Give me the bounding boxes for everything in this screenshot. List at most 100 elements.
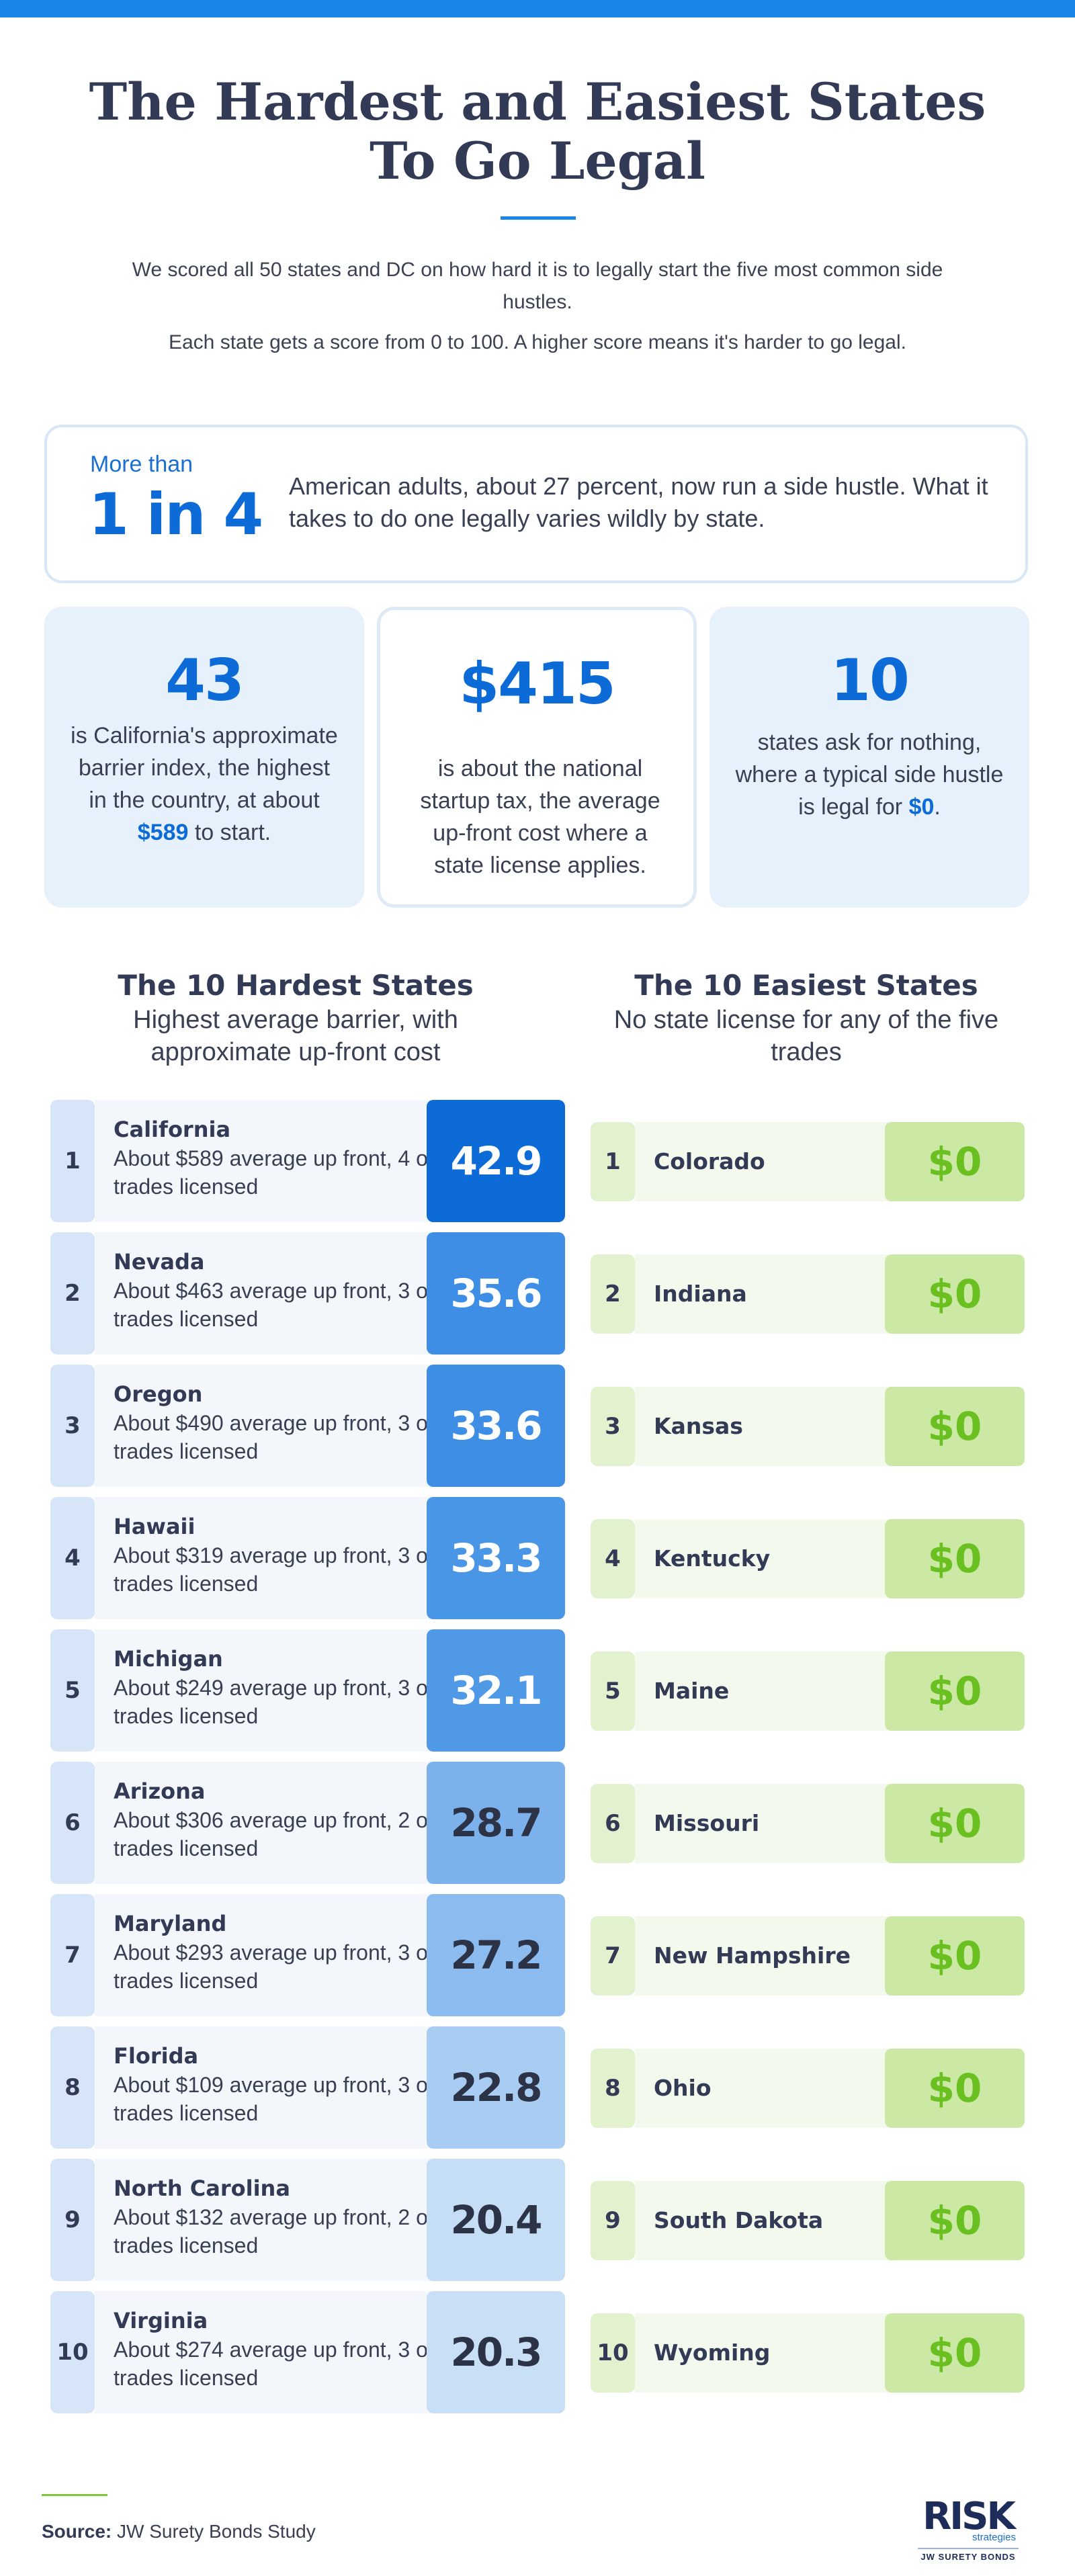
state-cost-description: About $132 average up front, 2 of 5 trad…	[114, 2205, 452, 2258]
state-info: Florida About $109 average up front, 3 of…	[95, 2026, 475, 2149]
source-note: Source: JW Surety Bonds Study	[42, 2521, 316, 2542]
card-text: is California's approximate barrier inde…	[70, 720, 339, 849]
rank-number: 2	[591, 1254, 635, 1334]
rank-number: 3	[591, 1387, 635, 1466]
rank-number: 6	[591, 1784, 635, 1863]
intro-text-1: We scored all 50 states and DC on how ha…	[132, 259, 943, 313]
state-info: Michigan About $249 average up front, 3 o…	[95, 1629, 475, 1752]
startup-cost: $0	[885, 1387, 1025, 1466]
rank-number: 4	[591, 1519, 635, 1598]
hardest-state-row: 8 Florida About $109 average up front, 3 o…	[50, 2026, 565, 2149]
easiest-state-row: 1 Colorado $0	[591, 1122, 1025, 1201]
state-name: California	[114, 1117, 231, 1142]
state-info: Maryland About $293 average up front, 3 o…	[95, 1894, 475, 2016]
state-name: Kansas	[654, 1413, 743, 1439]
title-divider	[501, 216, 576, 220]
state-info: Hawaii About $319 average up front, 3 of …	[95, 1497, 475, 1619]
state-name: Arizona	[114, 1778, 206, 1804]
rank-number: 5	[50, 1629, 95, 1752]
rank-number: 5	[591, 1651, 635, 1731]
easiest-state-row: 9 South Dakota $0	[591, 2181, 1025, 2260]
intro-text-2: Each state gets a score from 0 to 100. A…	[168, 331, 906, 353]
card-text-part: to start.	[188, 820, 271, 845]
state-name: Wyoming	[654, 2339, 771, 2366]
title-line-1: The Hardest and Easiest States	[89, 72, 986, 132]
state-cost-description: About $463 average up front, 3 of 5 trad…	[114, 1279, 452, 1331]
hardest-state-row: 2 Nevada About $463 average up front, 3 of…	[50, 1232, 565, 1355]
hardest-state-row: 1 California About $589 average up front, …	[50, 1100, 565, 1222]
page-title: The Hardest and Easiest States To Go Leg…	[0, 73, 1075, 191]
card-highlight: $0	[908, 794, 935, 820]
startup-cost: $0	[885, 2313, 1025, 2393]
easiest-state-row: 7 New Hampshire $0	[591, 1916, 1025, 1995]
startup-cost: $0	[885, 1916, 1025, 1995]
top-accent-bar	[0, 0, 1075, 17]
title-line-2: To Go Legal	[369, 131, 706, 191]
state-info: California About $589 average up front, 4…	[95, 1100, 475, 1222]
state-info: Nevada About $463 average up front, 3 of …	[95, 1232, 475, 1355]
card-number: 43	[165, 647, 245, 714]
rank-number: 8	[50, 2026, 95, 2149]
stat-card-free-states: 10 states ask for nothing, where a typic…	[710, 607, 1029, 908]
hardest-state-row: 4 Hawaii About $319 average up front, 3 of…	[50, 1497, 565, 1619]
state-name: Florida	[114, 2043, 199, 2069]
startup-cost: $0	[885, 1254, 1025, 1334]
hardest-states-header: The 10 Hardest States Highest average ba…	[81, 968, 511, 1068]
rank-number: 9	[50, 2159, 95, 2281]
state-name: Hawaii	[114, 1514, 196, 1539]
barrier-score: 35.6	[427, 1232, 565, 1355]
rank-number: 10	[591, 2313, 635, 2393]
state-name: Maine	[654, 1678, 730, 1704]
barrier-score: 22.8	[427, 2026, 565, 2149]
footer-divider	[42, 2494, 108, 2496]
easiest-state-row: 6 Missouri $0	[591, 1784, 1025, 1863]
hardest-heading: The 10 Hardest States	[118, 969, 474, 1002]
state-cost-description: About $589 average up front, 4 of 5 trad…	[114, 1146, 452, 1199]
barrier-score: 20.4	[427, 2159, 565, 2281]
logo-tagline: JW SURETY BONDS	[920, 2552, 1016, 2562]
hardest-state-row: 3 Oregon About $490 average up front, 3 of…	[50, 1365, 565, 1487]
stat-description: American adults, about 27 percent, now r…	[289, 472, 988, 532]
easiest-state-row: 4 Kentucky $0	[591, 1519, 1025, 1598]
barrier-score: 28.7	[427, 1762, 565, 1884]
rank-number: 6	[50, 1762, 95, 1884]
rank-number: 1	[591, 1122, 635, 1201]
card-number: 10	[830, 647, 910, 714]
startup-cost: $0	[885, 1784, 1025, 1863]
hardest-state-row: 6 Arizona About $306 average up front, 2 o…	[50, 1762, 565, 1884]
hardest-state-row: 9 North Carolina About $132 average up fro…	[50, 2159, 565, 2281]
barrier-score: 33.6	[427, 1365, 565, 1487]
easiest-subheading: No state license for any of the five tra…	[613, 1006, 999, 1066]
easiest-state-row: 5 Maine $0	[591, 1651, 1025, 1731]
rank-number: 9	[591, 2181, 635, 2260]
state-name: Ohio	[654, 2075, 712, 2101]
startup-cost: $0	[885, 1122, 1025, 1201]
rank-number: 7	[50, 1894, 95, 2016]
easiest-state-row: 10 Wyoming $0	[591, 2313, 1025, 2393]
state-cost-description: About $490 average up front, 3 of 5 trad…	[114, 1411, 452, 1463]
card-text: states ask for nothing, where a typical …	[735, 726, 1004, 823]
rank-number: 7	[591, 1916, 635, 1995]
state-info: Arizona About $306 average up front, 2 of…	[95, 1762, 475, 1884]
source-label: Source:	[42, 2521, 112, 2542]
barrier-score: 33.3	[427, 1497, 565, 1619]
card-highlight: $589	[137, 820, 189, 845]
easiest-states-header: The 10 Easiest States No state license f…	[591, 968, 1021, 1068]
hardest-state-row: 7 Maryland About $293 average up front, 3 …	[50, 1894, 565, 2016]
card-text-part: is California's approximate barrier inde…	[71, 723, 338, 813]
state-name: Indiana	[654, 1281, 747, 1307]
state-name: Colorado	[654, 1148, 765, 1174]
rank-number: 1	[50, 1100, 95, 1222]
stat-figure: 1 in 4	[89, 481, 263, 548]
stat-card-startup-tax: $415 is about the national startup tax, …	[377, 607, 697, 908]
hardest-subheading: Highest average barrier, with approximat…	[133, 1006, 458, 1066]
easiest-heading: The 10 Easiest States	[634, 969, 978, 1002]
rank-number: 2	[50, 1232, 95, 1355]
card-text-part: states ask for nothing, where a typical …	[735, 730, 1004, 820]
state-name: Virginia	[114, 2308, 208, 2333]
state-info: Oregon About $490 average up front, 3 of …	[95, 1365, 475, 1487]
state-cost-description: About $293 average up front, 3 of 5 trad…	[114, 1940, 452, 1993]
startup-cost: $0	[885, 2049, 1025, 2128]
state-cost-description: About $319 average up front, 3 of 5 trad…	[114, 1543, 452, 1596]
startup-cost: $0	[885, 1519, 1025, 1598]
